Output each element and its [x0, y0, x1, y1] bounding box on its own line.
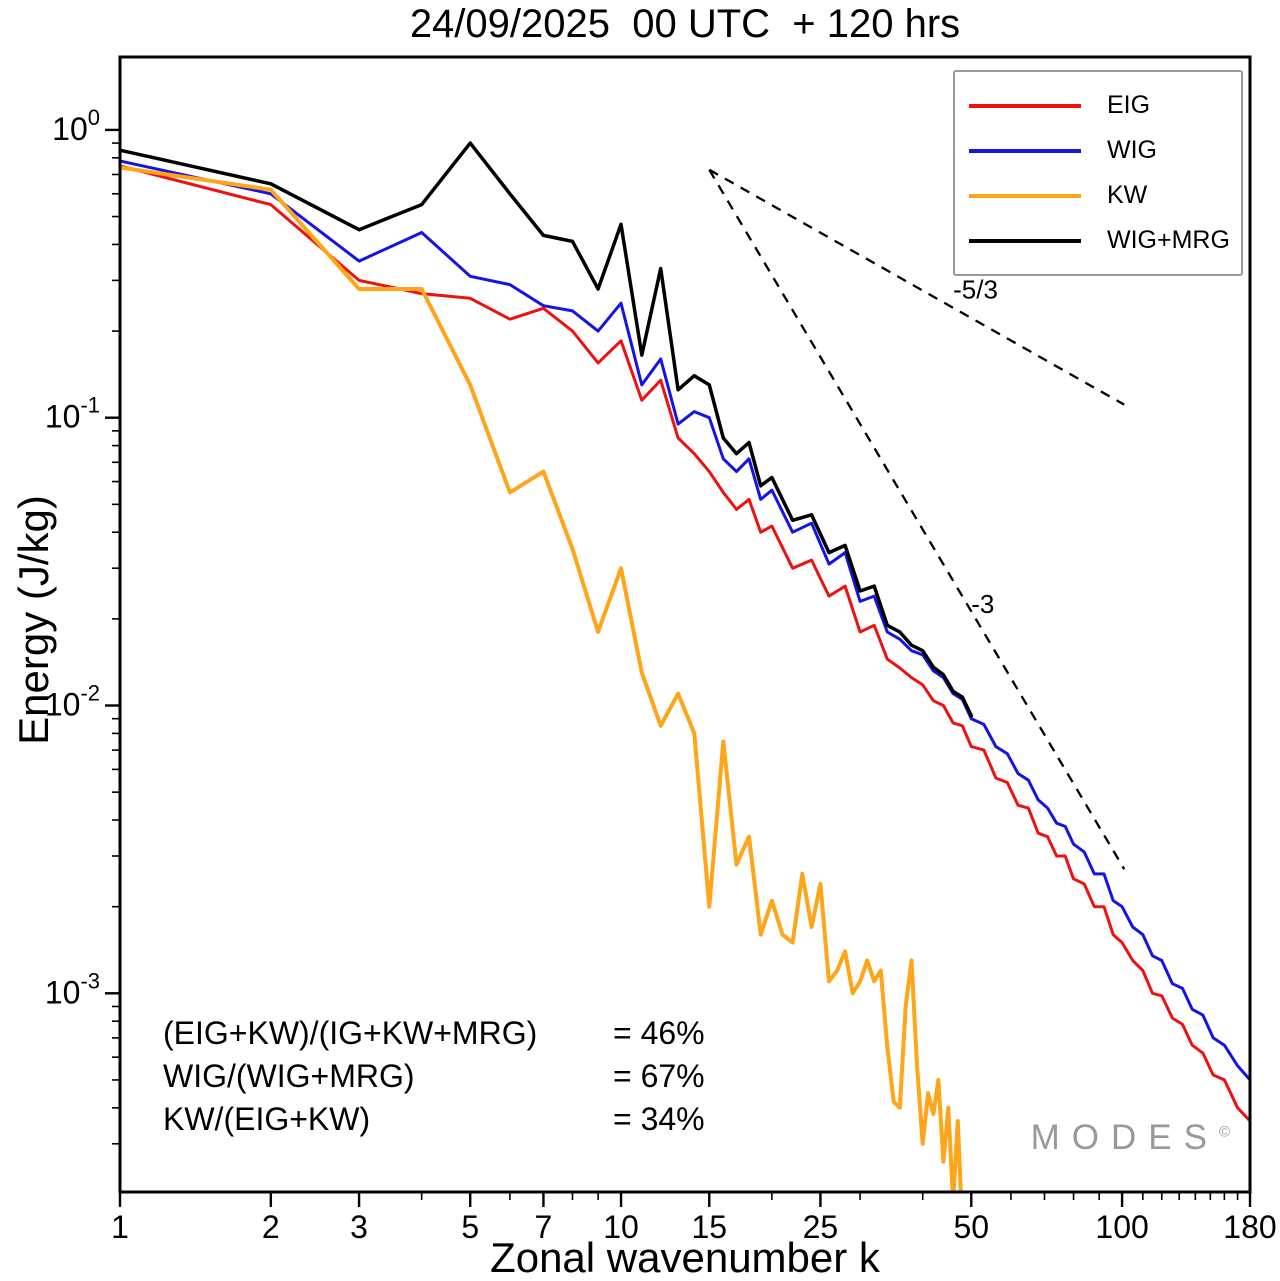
slope-ref-line — [708, 169, 1126, 870]
ratio-annotations: (EIG+KW)/(IG+KW+MRG) = 46% WIG/(WIG+MRG)… — [163, 1012, 705, 1141]
x-tick-label: 50 — [953, 1209, 989, 1245]
legend-item-KW: KW — [955, 173, 1241, 218]
ratio-value: = 67% — [613, 1058, 705, 1094]
series-line-KW — [120, 165, 963, 1192]
y-tick-label: 10-1 — [45, 393, 100, 435]
legend-box: EIG WIG KW WIG+MRG — [953, 70, 1243, 276]
x-tick-label: 10 — [603, 1209, 639, 1245]
ratio-formula: KW/(EIG+KW) — [163, 1101, 371, 1137]
series-line-EIG — [120, 164, 1250, 1123]
legend-line-swatch — [969, 193, 1081, 198]
legend-line-swatch — [969, 148, 1081, 153]
modes-watermark: MODES© — [1031, 1118, 1230, 1158]
x-tick-label: 180 — [1223, 1209, 1276, 1245]
slope-ref-label: -5/3 — [953, 274, 998, 304]
copyright-mark: © — [1218, 1123, 1230, 1141]
slope-ref-label: -3 — [971, 589, 994, 619]
ratio-row: WIG/(WIG+MRG) = 67% — [163, 1055, 705, 1098]
x-tick-label: 25 — [803, 1209, 839, 1245]
watermark-text: MODES — [1030, 1118, 1219, 1157]
ratio-formula: WIG/(WIG+MRG) — [163, 1058, 415, 1094]
legend-line-swatch — [969, 238, 1081, 243]
chart-title: 24/09/2025 00 UTC + 120 hrs — [409, 2, 961, 46]
plot-frame — [118, 55, 1252, 1194]
legend-rows: EIG WIG KW WIG+MRG — [955, 83, 1241, 263]
legend-label: WIG+MRG — [1107, 226, 1230, 254]
x-tick-label: 7 — [535, 1209, 553, 1245]
slope-ref-line — [708, 168, 1125, 406]
x-tick-label: 2 — [262, 1209, 280, 1245]
ratio-value: = 46% — [613, 1015, 705, 1051]
ratio-formula: (EIG+KW)/(IG+KW+MRG) — [163, 1015, 538, 1051]
x-tick-label: 1 — [111, 1209, 129, 1245]
x-axis-label: Zonal wavenumber k — [490, 1234, 880, 1281]
legend-label: EIG — [1107, 91, 1151, 119]
legend-item-WIG: WIG — [955, 128, 1241, 173]
y-tick-label: 10-2 — [45, 681, 100, 723]
legend-item-WIG+MRG: WIG+MRG — [955, 218, 1241, 263]
series-line-WIG+MRG — [120, 141, 974, 718]
y-tick-label: 100 — [52, 105, 100, 147]
ratio-value: = 34% — [613, 1101, 705, 1137]
x-tick-label: 100 — [1095, 1209, 1148, 1245]
legend-item-EIG: EIG — [955, 83, 1241, 128]
ratio-row: (EIG+KW)/(IG+KW+MRG) = 46% — [163, 1012, 705, 1055]
legend-label: KW — [1107, 181, 1148, 209]
ratio-row: KW/(EIG+KW) = 34% — [163, 1098, 705, 1141]
x-tick-label: 5 — [461, 1209, 479, 1245]
x-tick-label: 3 — [350, 1209, 368, 1245]
legend-line-swatch — [969, 103, 1081, 108]
series-line-WIG — [120, 159, 1250, 1082]
legend-label: WIG — [1107, 136, 1157, 164]
x-tick-label: 15 — [691, 1209, 727, 1245]
y-tick-label: 10-3 — [45, 968, 100, 1010]
